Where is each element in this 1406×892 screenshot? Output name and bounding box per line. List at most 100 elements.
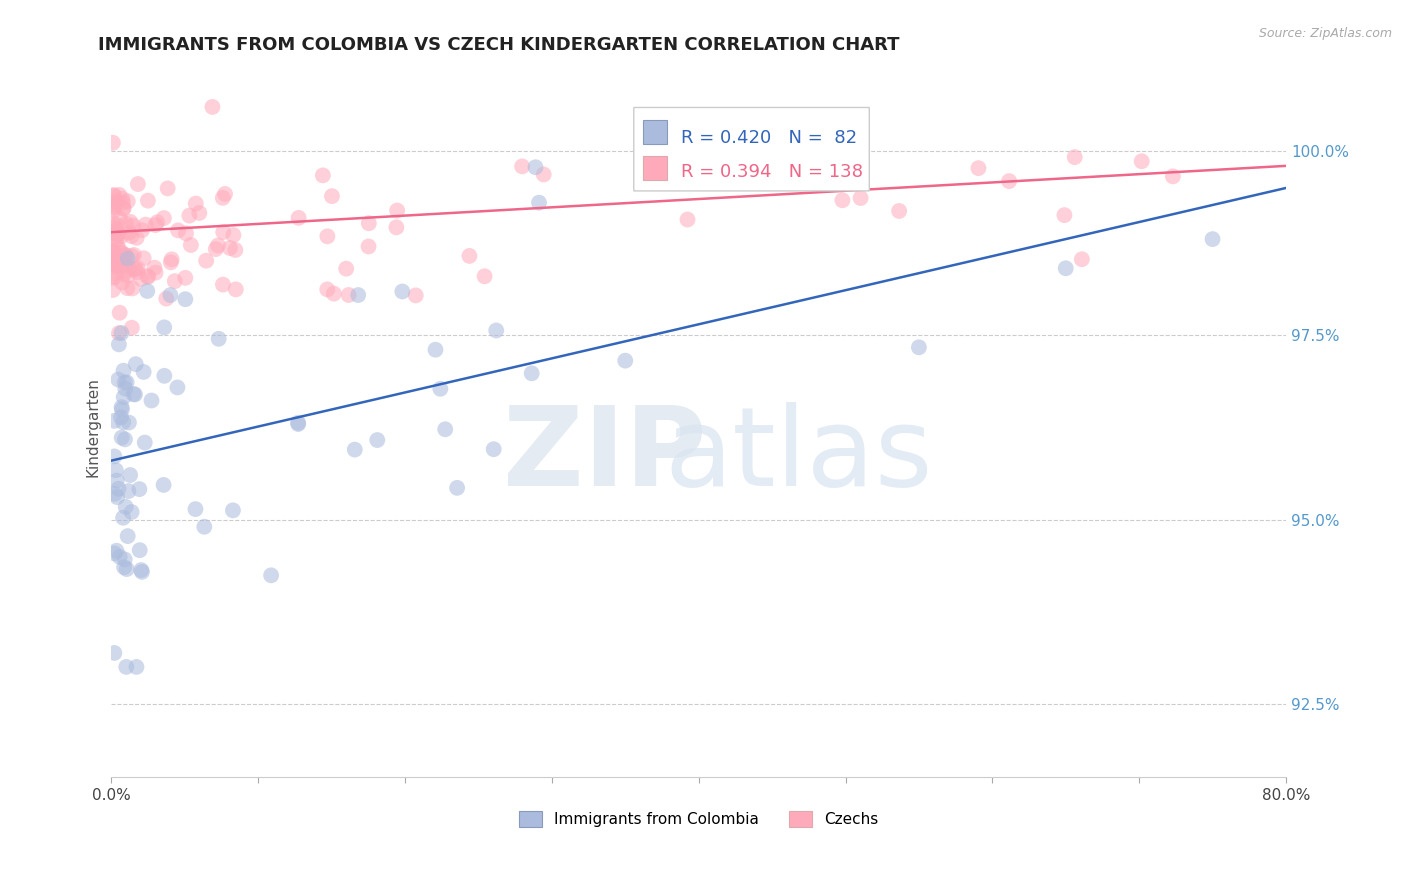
Point bbox=[225, 282, 247, 296]
Point bbox=[127, 265, 149, 279]
Point bbox=[163, 274, 186, 288]
Text: R = 0.420   N =  82: R = 0.420 N = 82 bbox=[681, 129, 858, 147]
Point bbox=[143, 260, 166, 275]
Point bbox=[101, 243, 124, 257]
Point bbox=[114, 382, 136, 396]
Point bbox=[112, 201, 135, 215]
Point bbox=[104, 221, 127, 235]
Point bbox=[105, 270, 128, 285]
Point bbox=[125, 231, 148, 245]
Point bbox=[127, 261, 149, 276]
Point bbox=[527, 195, 550, 210]
Point bbox=[124, 387, 146, 401]
Point bbox=[101, 136, 124, 150]
Point bbox=[166, 380, 188, 394]
Point bbox=[180, 238, 202, 252]
Point bbox=[104, 254, 127, 268]
Point bbox=[107, 227, 129, 241]
Point bbox=[287, 417, 309, 431]
Point bbox=[117, 529, 139, 543]
Point bbox=[111, 276, 134, 290]
Point bbox=[105, 490, 128, 504]
Point bbox=[111, 192, 134, 206]
Point bbox=[103, 201, 125, 215]
Text: ZIP: ZIP bbox=[503, 402, 706, 509]
Point bbox=[136, 270, 159, 285]
Point bbox=[312, 169, 335, 183]
Point bbox=[101, 253, 124, 268]
Point bbox=[117, 252, 139, 266]
Point bbox=[110, 326, 132, 340]
Point bbox=[112, 267, 135, 281]
Point bbox=[132, 365, 155, 379]
Point bbox=[156, 181, 179, 195]
Point bbox=[112, 364, 135, 378]
Point bbox=[967, 161, 990, 176]
Point bbox=[103, 189, 125, 203]
Point bbox=[128, 482, 150, 496]
Point bbox=[141, 393, 163, 408]
Point bbox=[1201, 232, 1223, 246]
Point bbox=[174, 292, 197, 306]
Point bbox=[105, 194, 128, 209]
Point bbox=[108, 188, 131, 202]
Point bbox=[136, 194, 159, 208]
Point bbox=[108, 306, 131, 320]
Point bbox=[110, 229, 132, 244]
Point bbox=[385, 220, 408, 235]
Point bbox=[115, 660, 138, 674]
Point bbox=[131, 223, 153, 237]
Bar bbox=[644, 120, 666, 145]
Point bbox=[121, 320, 143, 334]
Point bbox=[127, 177, 149, 191]
Point bbox=[115, 376, 138, 390]
Point bbox=[184, 502, 207, 516]
Point bbox=[322, 286, 344, 301]
Point bbox=[160, 252, 183, 267]
Point bbox=[108, 337, 131, 351]
Point bbox=[849, 191, 872, 205]
Point bbox=[104, 463, 127, 477]
Point bbox=[122, 248, 145, 262]
Point bbox=[1130, 154, 1153, 169]
Point bbox=[111, 402, 134, 417]
Point bbox=[321, 189, 343, 203]
Point bbox=[122, 262, 145, 277]
Point bbox=[114, 552, 136, 566]
Point bbox=[385, 203, 408, 218]
Point bbox=[107, 227, 129, 241]
Point bbox=[1070, 252, 1092, 267]
Point bbox=[115, 562, 138, 576]
Point bbox=[207, 238, 229, 252]
Point bbox=[208, 332, 231, 346]
Text: IMMIGRANTS FROM COLOMBIA VS CZECH KINDERGARTEN CORRELATION CHART: IMMIGRANTS FROM COLOMBIA VS CZECH KINDER… bbox=[98, 36, 900, 54]
Point bbox=[117, 194, 139, 209]
Point bbox=[103, 203, 125, 218]
Point bbox=[104, 233, 127, 247]
Point bbox=[524, 161, 547, 175]
Point bbox=[103, 646, 125, 660]
Point bbox=[153, 211, 176, 226]
Point bbox=[105, 543, 128, 558]
Point bbox=[115, 217, 138, 231]
Point bbox=[510, 160, 533, 174]
Point bbox=[212, 225, 235, 239]
Point bbox=[118, 262, 141, 277]
Point bbox=[614, 353, 637, 368]
Point bbox=[134, 435, 156, 450]
Legend: Immigrants from Colombia, Czechs: Immigrants from Colombia, Czechs bbox=[513, 805, 884, 833]
Point bbox=[105, 223, 128, 237]
Point bbox=[114, 433, 136, 447]
Point bbox=[110, 400, 132, 414]
Point bbox=[101, 283, 124, 297]
Point bbox=[118, 226, 141, 240]
Point bbox=[114, 248, 136, 262]
Point bbox=[287, 416, 309, 430]
Point bbox=[153, 368, 176, 383]
Point bbox=[108, 211, 131, 226]
Point bbox=[337, 288, 360, 302]
Point bbox=[260, 568, 283, 582]
Point bbox=[287, 211, 309, 225]
Point bbox=[458, 249, 481, 263]
Point bbox=[125, 660, 148, 674]
